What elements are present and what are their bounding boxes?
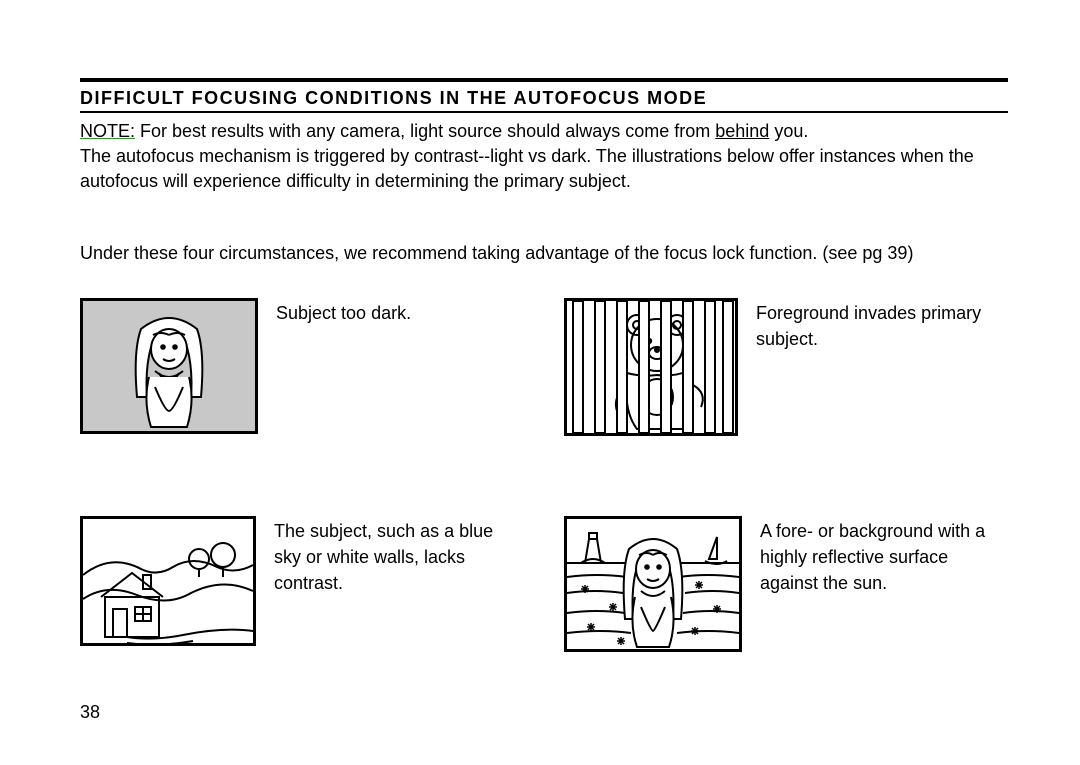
- illustration-subject-too-dark: [80, 298, 258, 434]
- note-behind: behind: [715, 121, 769, 141]
- paragraph-spacer: [80, 195, 1008, 241]
- example-foreground-invades: Foreground invades primary subject.: [564, 298, 1008, 436]
- recommendation-paragraph: Under these four circumstances, we recom…: [80, 241, 1008, 266]
- intro-paragraph: The autofocus mechanism is triggered by …: [80, 144, 1008, 194]
- example-lacks-contrast: The subject, such as a blue sky or white…: [80, 516, 524, 652]
- caption-foreground-invades: Foreground invades primary subject.: [756, 298, 996, 352]
- heading-underline: [80, 111, 1008, 113]
- illustration-lacks-contrast: [80, 516, 256, 646]
- top-rule: [80, 78, 1008, 82]
- note-text-before: For best results with any camera, light …: [135, 121, 715, 141]
- page-number: 38: [80, 702, 100, 723]
- illustration-reflective-surface: [564, 516, 742, 652]
- manual-page: DIFFICULT FOCUSING CONDITIONS IN THE AUT…: [0, 0, 1080, 765]
- examples-grid: Subject too dark.: [80, 298, 1008, 652]
- caption-reflective-surface: A fore- or background with a highly refl…: [760, 516, 1000, 596]
- note-paragraph: NOTE: For best results with any camera, …: [80, 119, 1008, 144]
- illustration-foreground-invades: [564, 298, 738, 436]
- example-reflective-surface: A fore- or background with a highly refl…: [564, 516, 1008, 652]
- note-text-after: you.: [769, 121, 808, 141]
- section-heading: DIFFICULT FOCUSING CONDITIONS IN THE AUT…: [80, 88, 1008, 109]
- note-label: NOTE:: [80, 121, 135, 141]
- caption-subject-too-dark: Subject too dark.: [276, 298, 411, 326]
- example-subject-too-dark: Subject too dark.: [80, 298, 524, 436]
- caption-lacks-contrast: The subject, such as a blue sky or white…: [274, 516, 514, 596]
